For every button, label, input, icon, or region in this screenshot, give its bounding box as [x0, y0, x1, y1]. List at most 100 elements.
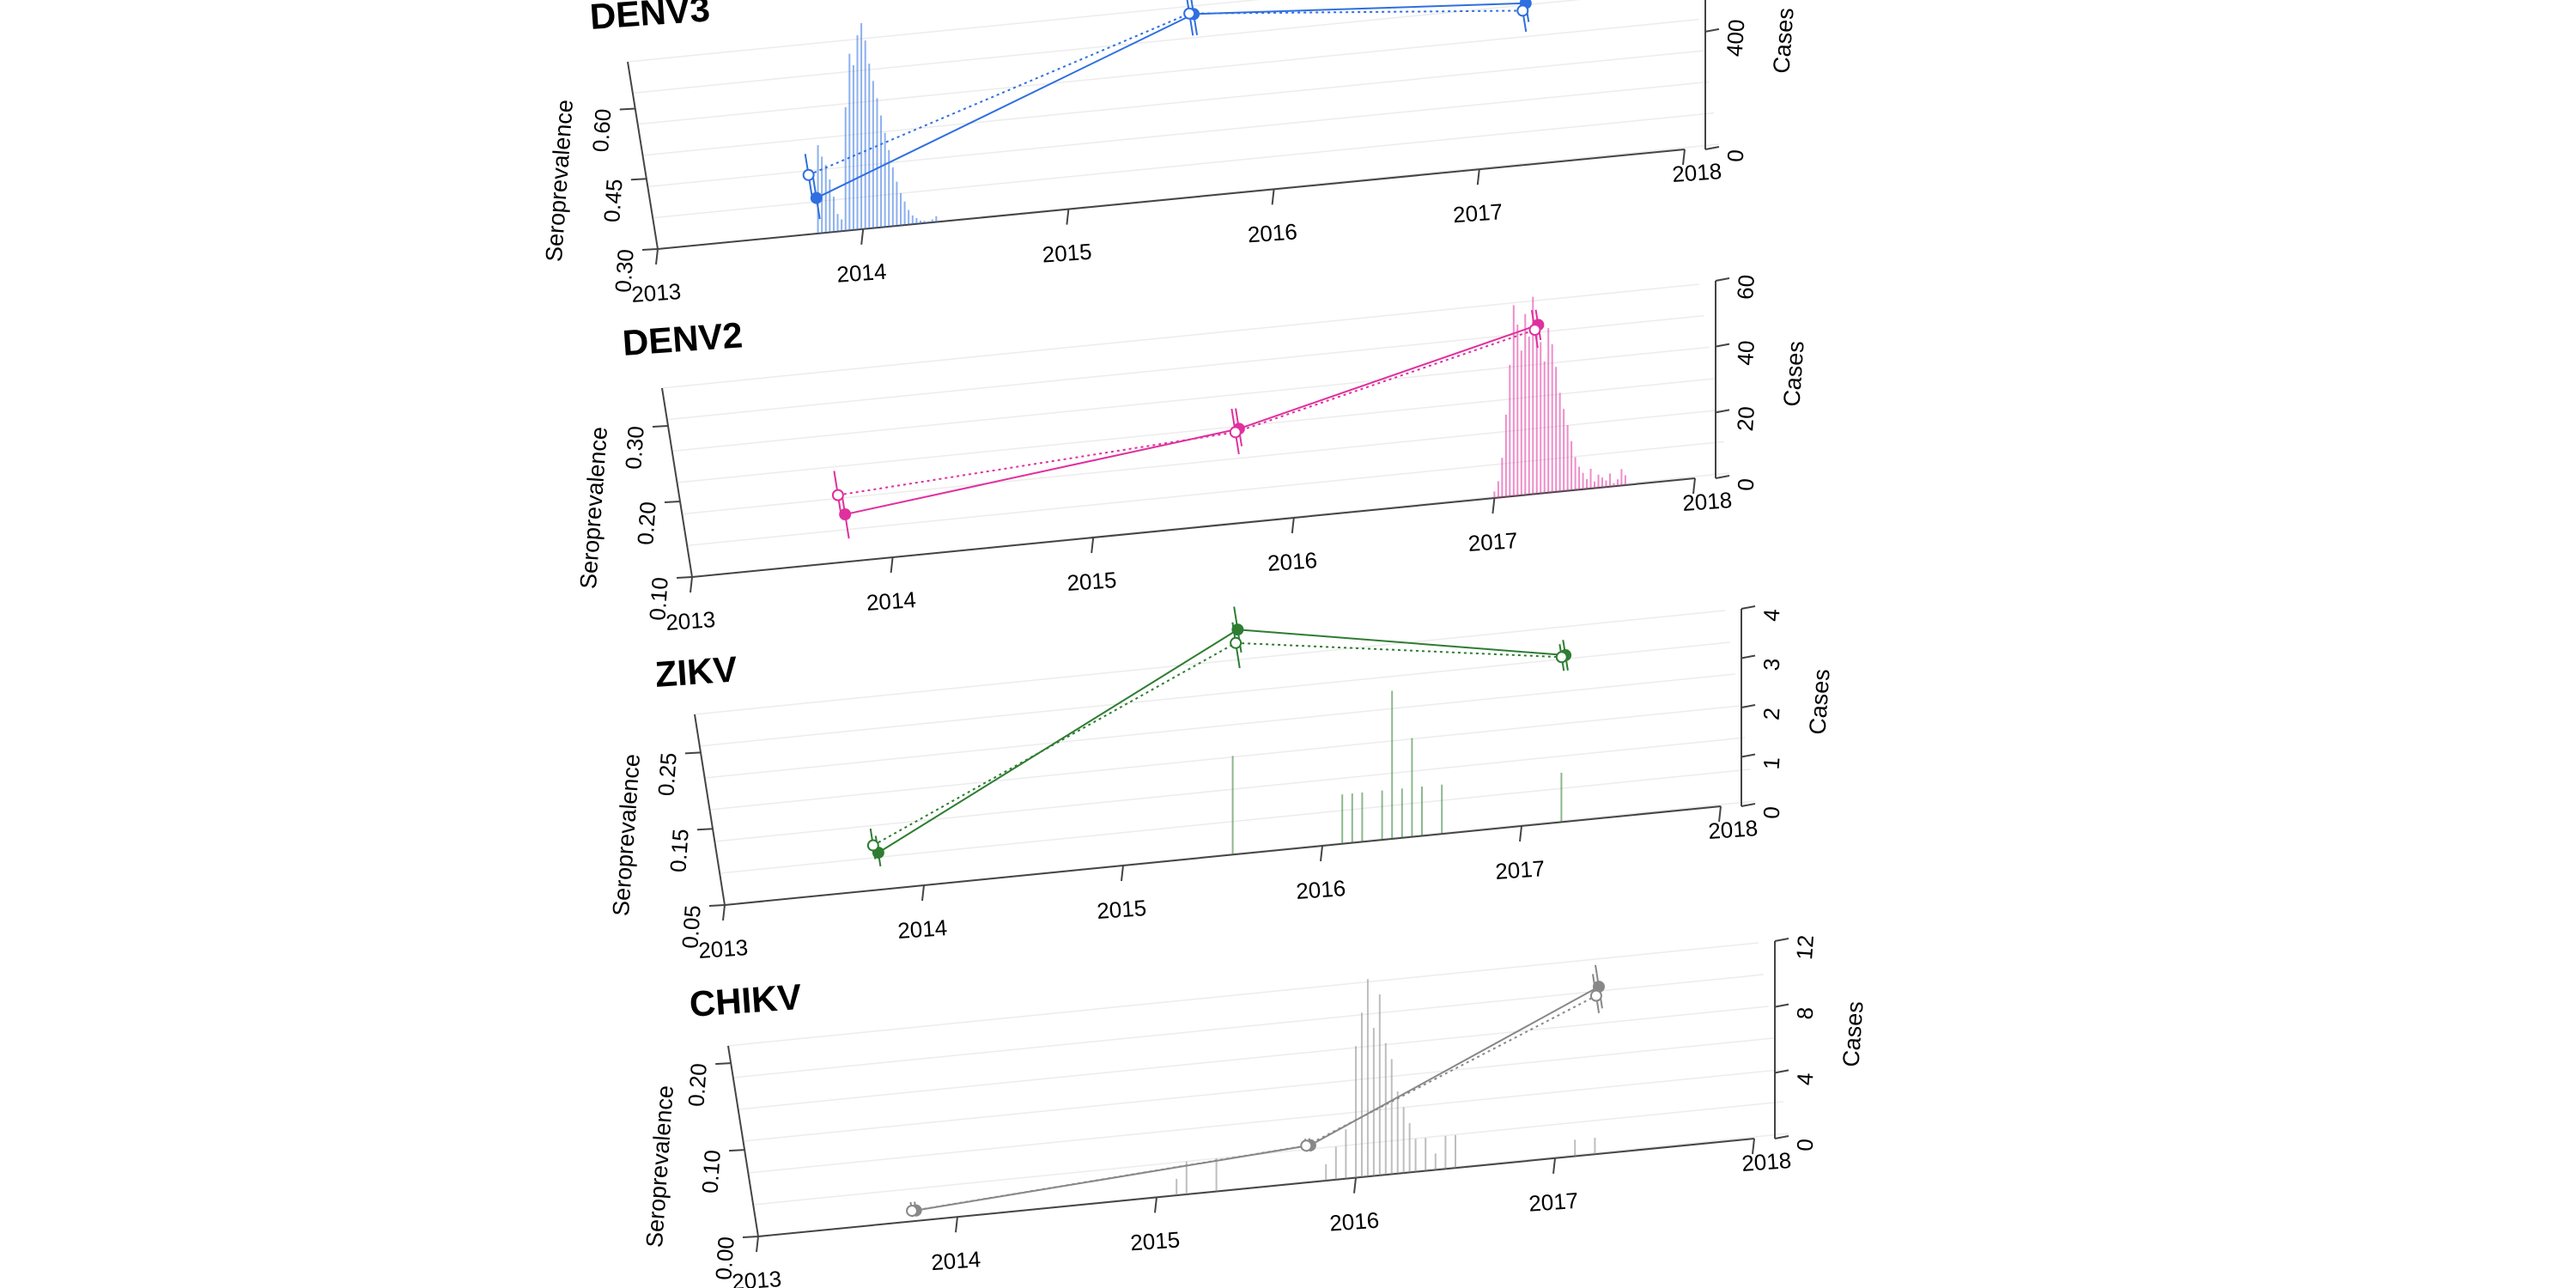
- panel-denv3: 2013 2014 2015 2016 2017 2018 0.30 0.45 0.60 Sero…: [541, 0, 1799, 307]
- cases-tick-label: 0: [1759, 805, 1785, 820]
- x-tick: [890, 556, 894, 574]
- x-tick-label: 2013: [665, 606, 716, 635]
- cases-tick-label: 0: [1792, 1138, 1819, 1152]
- y-tick-label: 0.00: [710, 1236, 738, 1281]
- cases-axis-title: Cases: [1768, 7, 1798, 74]
- gridline: [632, 0, 1583, 94]
- cases-tick-label: 2: [1759, 707, 1785, 721]
- y-axis-title: Seroprevalence: [575, 426, 612, 590]
- data-point-filled: [1231, 623, 1244, 636]
- y-tick-label: 0.20: [683, 1062, 711, 1108]
- cases-tick: [1715, 343, 1730, 348]
- x-tick-label: 2017: [1528, 1188, 1579, 1217]
- y-axis: [694, 714, 726, 906]
- x-tick-label: 2014: [930, 1246, 981, 1275]
- y-tick: [742, 1236, 759, 1238]
- series-line-dotted: [1189, 9, 1523, 15]
- data-point-open: [831, 489, 844, 501]
- cases-tick-label: 20: [1732, 405, 1759, 432]
- panel-zikv: 2013201420152016201720180.050.150.25Sero…: [608, 605, 1835, 963]
- x-axis: [724, 805, 1722, 906]
- gridline: [653, 112, 1715, 219]
- x-tick-label: 2016: [1295, 875, 1346, 904]
- panel-title: DENV3: [588, 0, 711, 37]
- cases-tick: [1774, 938, 1789, 942]
- y-axis-title: Seroprevalence: [641, 1084, 678, 1249]
- series-line-dotted: [1305, 994, 1597, 1147]
- x-tick-label: 2017: [1467, 527, 1519, 556]
- gridline: [647, 81, 1710, 188]
- cases-tick: [1774, 1135, 1789, 1139]
- x-tick-label: 2013: [697, 934, 749, 963]
- x-tick-label: 2015: [1096, 895, 1147, 924]
- series-line-solid: [844, 428, 1240, 516]
- x-tick: [722, 904, 726, 921]
- cases-tick: [1774, 1069, 1789, 1074]
- gridline: [671, 346, 1710, 453]
- x-tick: [1091, 537, 1095, 554]
- x-tick-label: 2014: [836, 258, 888, 288]
- x-tick-label: 2016: [1328, 1207, 1380, 1236]
- data-point-filled: [810, 191, 823, 204]
- data-point-open: [866, 839, 879, 852]
- y-tick-label: 0.45: [598, 178, 627, 223]
- gridline: [694, 610, 1726, 715]
- cases-tick-label: 0: [1722, 149, 1749, 163]
- x-tick-label: 2018: [1707, 815, 1759, 844]
- y-tick: [619, 107, 635, 111]
- data-point-open: [1229, 426, 1242, 439]
- gridline: [704, 673, 1735, 779]
- x-tick-label: 2018: [1741, 1147, 1792, 1176]
- y-tick: [676, 576, 693, 579]
- x-tick: [1291, 517, 1295, 534]
- y-axis-title: Seroprevalence: [608, 753, 645, 917]
- data-point-open: [1230, 636, 1242, 649]
- x-tick: [655, 248, 659, 265]
- x-tick: [1121, 865, 1124, 882]
- y-tick: [641, 248, 659, 251]
- x-tick: [756, 1236, 759, 1253]
- cases-axis-title: Cases: [1838, 1000, 1868, 1067]
- cases-tick-label: 60: [1732, 274, 1759, 301]
- x-tick-label: 2016: [1247, 218, 1298, 247]
- cases-tick-label: 12: [1791, 934, 1819, 961]
- x-axis: [657, 149, 1686, 250]
- series-line-solid: [1194, 2, 1526, 15]
- series-line-dotted: [808, 12, 1190, 176]
- y-axis: [661, 387, 693, 578]
- cases-tick-label: 4: [1759, 608, 1785, 623]
- gridline: [753, 1101, 1784, 1206]
- cases-tick: [1774, 1003, 1789, 1008]
- y-tick: [652, 425, 669, 428]
- gridline: [732, 974, 1764, 1078]
- series-line-solid: [1238, 324, 1539, 430]
- x-tick: [1320, 845, 1323, 862]
- cases-tick-label: 40: [1732, 340, 1759, 367]
- cases-tick-label: 8: [1792, 1006, 1819, 1021]
- cases-tick: [1704, 146, 1720, 150]
- x-tick: [1692, 477, 1696, 495]
- gridline: [720, 769, 1751, 874]
- y-axis-title: Seroprevalence: [541, 99, 578, 263]
- cases-tick: [1715, 475, 1730, 479]
- x-tick: [860, 228, 865, 245]
- cases-axis-title: Cases: [1778, 340, 1808, 407]
- cases-tick: [1741, 605, 1756, 610]
- y-tick: [664, 501, 681, 503]
- y-tick: [684, 751, 702, 755]
- cases-tick: [1704, 27, 1720, 33]
- x-tick: [1154, 1197, 1157, 1213]
- data-point-open: [802, 168, 815, 181]
- y-axis: [727, 1045, 759, 1237]
- data-point-filled: [839, 508, 852, 521]
- cases-tick-label: 1: [1759, 756, 1785, 771]
- cases-tick-label: 0: [1733, 477, 1759, 492]
- gridline: [738, 1005, 1769, 1110]
- data-point-open: [1516, 4, 1529, 17]
- y-tick: [729, 1149, 745, 1152]
- cases-tick: [1741, 704, 1756, 708]
- cases-tick: [1715, 409, 1730, 414]
- y-tick: [708, 904, 726, 907]
- series-line-dotted: [1236, 641, 1562, 659]
